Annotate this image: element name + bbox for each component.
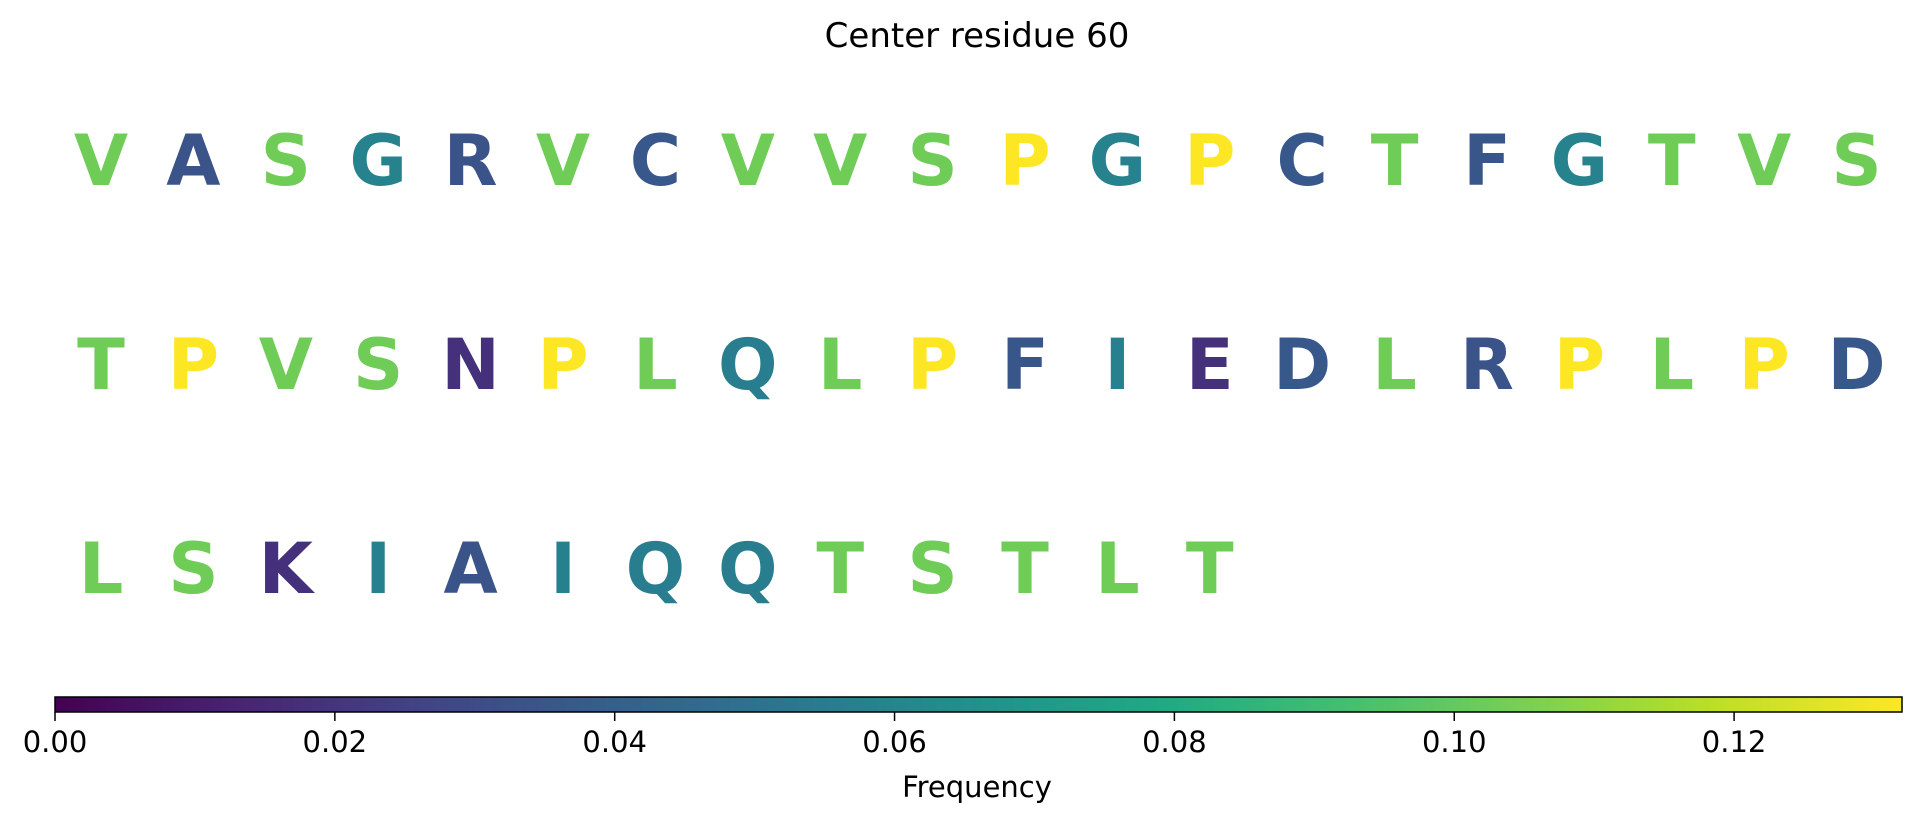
- residue-letter: P: [168, 324, 219, 406]
- residue-letter: P: [907, 324, 958, 406]
- residue-letter: V: [1737, 120, 1791, 202]
- colorbar-tick-label: 0.08: [1142, 725, 1207, 759]
- residue-letter: S: [261, 120, 311, 202]
- residue-letter: L: [1095, 528, 1140, 610]
- residue-letter: I: [550, 528, 576, 610]
- residue-letter: P: [1554, 324, 1605, 406]
- residue-letter: N: [441, 324, 500, 406]
- residue-letter: S: [1831, 120, 1881, 202]
- residue-letter: C: [1277, 120, 1328, 202]
- residue-letter: R: [444, 120, 498, 202]
- colorbar-gradient: [54, 696, 1903, 713]
- residue-letter: D: [1273, 324, 1331, 406]
- residue-letter: L: [818, 324, 863, 406]
- residue-letter: F: [1001, 324, 1049, 406]
- residue-letter: E: [1186, 324, 1234, 406]
- residue-letter: K: [259, 528, 316, 610]
- residue-letter: T: [1001, 528, 1049, 610]
- residue-letter: G: [1089, 120, 1146, 202]
- residue-grid: V A S G R V C V V S P G P C T F G T V ST P V S N P L Q L P F I E D L R P L P D…: [74, 120, 1886, 610]
- colorbar-tick-label: 0.10: [1422, 725, 1487, 759]
- colorbar-ticks: 0.00 0.02 0.04 0.06 0.08 0.10 0.12: [23, 712, 1767, 759]
- residue-letter: Q: [718, 324, 778, 406]
- residue-letter: S: [907, 528, 957, 610]
- residue-letter: L: [1372, 324, 1417, 406]
- colorbar: 0.00 0.02 0.04 0.06 0.08 0.10 0.12 Frequency: [23, 696, 1903, 804]
- residue-letter: T: [816, 528, 864, 610]
- colorbar-label: Frequency: [902, 770, 1052, 804]
- residue-letter: F: [1463, 120, 1511, 202]
- residue-letter: A: [166, 120, 220, 202]
- colorbar-tick-label: 0.02: [303, 725, 368, 759]
- colorbar-tick-label: 0.00: [23, 725, 88, 759]
- residue-letter: P: [999, 120, 1050, 202]
- residue-letter: G: [1551, 120, 1608, 202]
- residue-letter: V: [536, 120, 590, 202]
- residue-letter: G: [349, 120, 406, 202]
- residue-letter: S: [907, 120, 957, 202]
- residue-letter: L: [79, 528, 124, 610]
- residue-letter: V: [74, 120, 128, 202]
- colorbar-tick-label: 0.12: [1702, 725, 1767, 759]
- residue-letter: A: [444, 528, 498, 610]
- residue-letter: I: [365, 528, 391, 610]
- residue-letter: S: [353, 324, 403, 406]
- residue-letter: T: [1648, 120, 1696, 202]
- residue-letter: S: [168, 528, 218, 610]
- residue-letter: T: [1371, 120, 1419, 202]
- residue-letter: L: [633, 324, 678, 406]
- residue-letter: I: [1104, 324, 1130, 406]
- residue-letter: V: [259, 324, 313, 406]
- residue-letter: P: [537, 324, 588, 406]
- residue-letter: C: [630, 120, 681, 202]
- residue-letter: T: [1186, 528, 1234, 610]
- chart-title: Center residue 60: [825, 16, 1130, 56]
- colorbar-tick-label: 0.04: [582, 725, 647, 759]
- residue-letter: Q: [626, 528, 686, 610]
- residue-letter: V: [721, 120, 775, 202]
- residue-letter: R: [1460, 324, 1514, 406]
- residue-letter: P: [1739, 324, 1790, 406]
- colorbar-tick-label: 0.06: [862, 725, 927, 759]
- residue-letter: P: [1184, 120, 1235, 202]
- residue-letter: V: [813, 120, 867, 202]
- residue-letter: D: [1828, 324, 1886, 406]
- residue-letter: T: [77, 324, 125, 406]
- residue-letter: Q: [718, 528, 778, 610]
- residue-letter: L: [1649, 324, 1694, 406]
